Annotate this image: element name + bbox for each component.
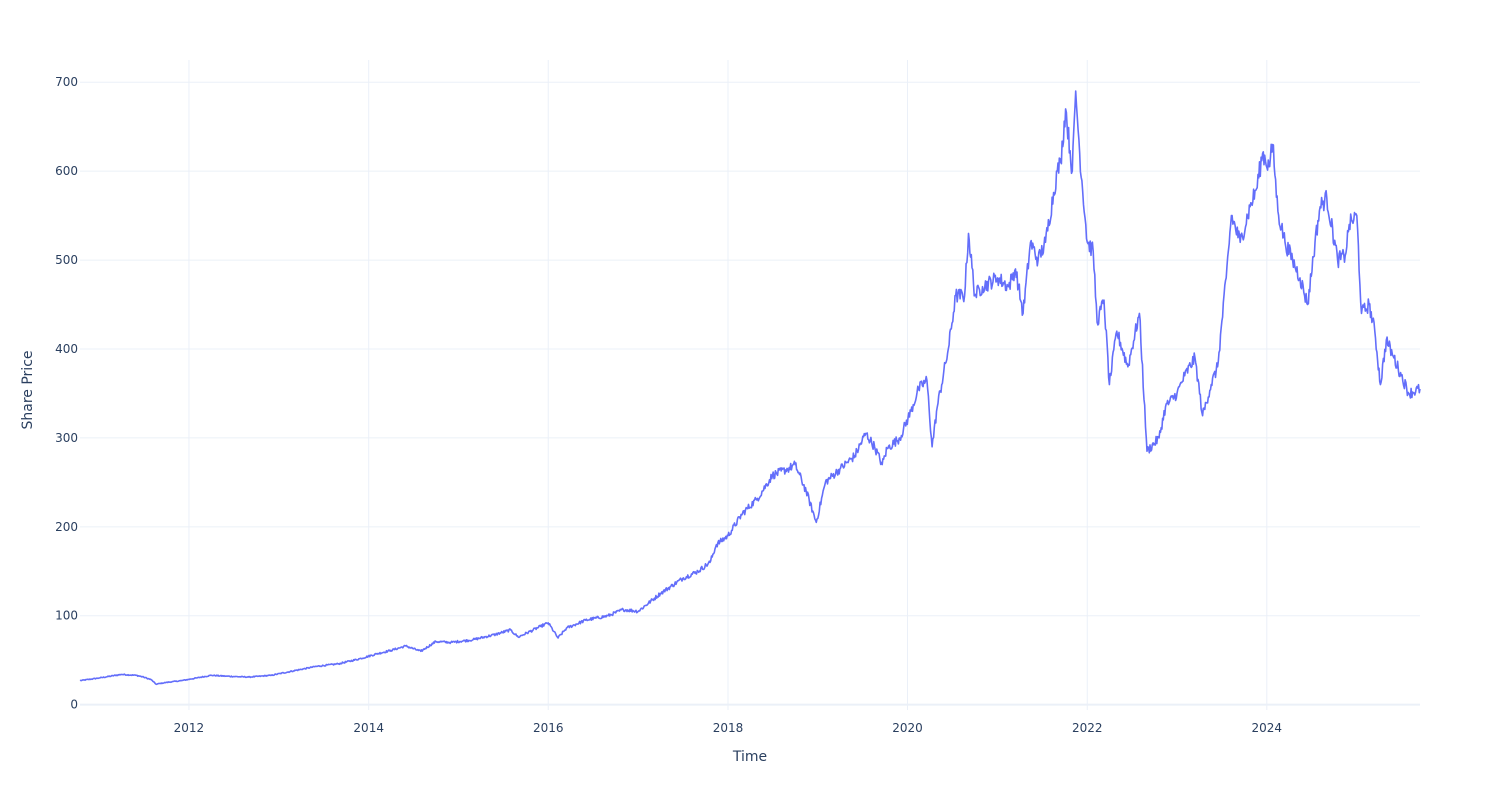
series-layer (79, 90, 1421, 686)
x-tick-label: 2018 (713, 721, 744, 735)
y-tick-label: 700 (55, 75, 78, 89)
y-tick-label: 400 (55, 342, 78, 356)
x-tick-label: 2014 (353, 721, 384, 735)
x-tick-label: 2016 (533, 721, 564, 735)
tick-label-layer: 0 100 200 300 400 500 600 700 2012 2014 2016 2018 20… (55, 75, 1282, 735)
x-tick-label: 2024 (1252, 721, 1283, 735)
y-tick-label: 0 (70, 698, 78, 712)
x-tick-label: 2012 (174, 721, 205, 735)
series-line (79, 90, 1421, 686)
x-tick-label: 2022 (1072, 721, 1103, 735)
y-axis-title: Share Price (20, 350, 36, 429)
y-tick-label: 500 (55, 253, 78, 267)
y-tick-label: 100 (55, 609, 78, 623)
y-tick-label: 200 (55, 520, 78, 534)
y-tick-label: 300 (55, 431, 78, 445)
grid-layer (80, 60, 1420, 710)
y-tick-label: 600 (55, 164, 78, 178)
x-axis-title: Time (732, 749, 767, 765)
x-tick-label: 2020 (892, 721, 923, 735)
